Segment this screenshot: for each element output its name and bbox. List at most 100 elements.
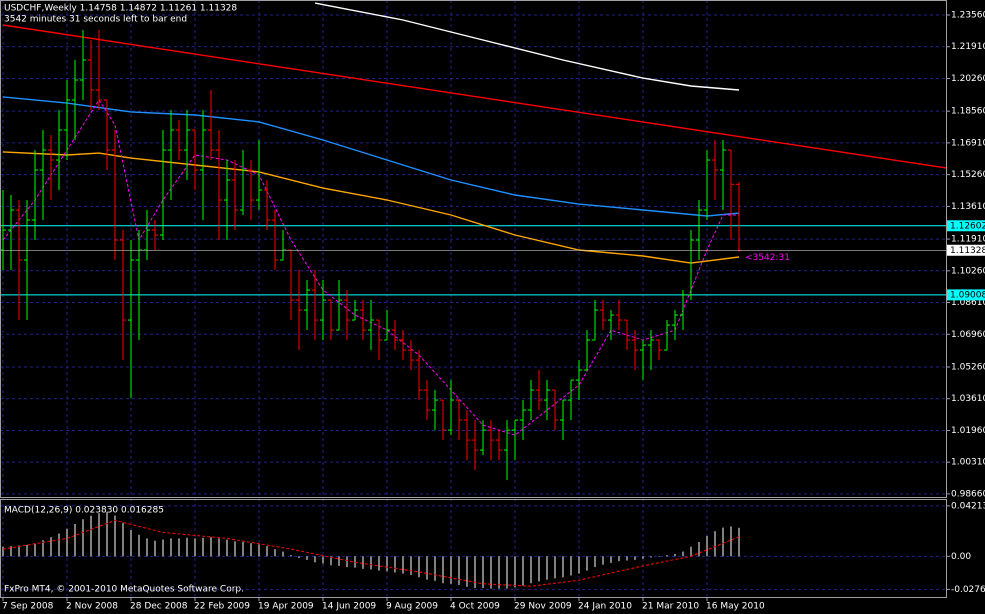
histogram-bar [714, 531, 716, 557]
histogram-bar [258, 544, 260, 557]
histogram-bar [226, 539, 228, 557]
histogram-bar [546, 556, 548, 580]
histogram-bar [250, 543, 252, 557]
histogram-bar [122, 522, 124, 557]
histogram-bar [10, 546, 12, 557]
price-label: 1.09008 [950, 290, 985, 300]
histogram-bar [738, 527, 740, 557]
histogram-bar [594, 556, 596, 568]
histogram-bar [154, 540, 156, 557]
histogram-bar [458, 556, 460, 586]
x-tick-label: 24 Jan 2010 [578, 602, 632, 612]
x-tick-label: 29 Nov 2009 [514, 602, 572, 612]
histogram-bar [130, 529, 132, 557]
histogram-bar [42, 540, 44, 557]
histogram-bar [242, 541, 244, 557]
y-tick-label: 1.03610 [951, 394, 985, 404]
x-tick-label: 16 May 2010 [706, 602, 765, 612]
x-tick-label: 4 Oct 2009 [450, 602, 500, 612]
histogram-bar [170, 538, 172, 557]
indicator-line [314, 2, 740, 91]
histogram-bar [314, 556, 316, 563]
chart-title: USDCHF,Weekly 1.14758 1.14872 1.11261 1.… [4, 4, 237, 14]
price-label: 1.12602 [950, 221, 985, 231]
y-tick-label: 1.10260 [951, 266, 985, 276]
bar-timer: <3542:31 [745, 253, 790, 263]
histogram-bar [642, 556, 644, 559]
y-tick-label: 1.00310 [951, 458, 985, 468]
histogram-bar [370, 556, 372, 570]
histogram-bar [666, 555, 668, 557]
macd-title: MACD(12,26,9) 0.023830 0.016285 [4, 506, 164, 516]
main-frame [0, 0, 947, 498]
histogram-bar [266, 546, 268, 557]
x-tick-label: 9 Aug 2009 [386, 602, 438, 612]
histogram-bar [442, 556, 444, 584]
histogram-bar [530, 556, 532, 584]
y-tick-label: 1.01960 [951, 426, 985, 436]
plot [0, 2, 948, 589]
y-tick-label: 1.16910 [951, 138, 985, 148]
histogram-bar [378, 556, 380, 571]
y-tick-label: 1.08610 [951, 298, 985, 308]
signal-line [2, 519, 740, 587]
price-label-box [947, 289, 985, 301]
histogram-bar [82, 519, 84, 557]
histogram-bar [362, 556, 364, 569]
histogram-bar [146, 538, 148, 557]
histogram-bar [210, 537, 212, 557]
price-label-box [947, 220, 985, 232]
histogram-bar [450, 556, 452, 584]
histogram-bar [506, 556, 508, 589]
histogram-bar [410, 556, 412, 575]
histogram-bar [434, 556, 436, 581]
histogram-bar [634, 556, 636, 560]
histogram-bar [706, 535, 708, 557]
y-tick-label: 1.05260 [951, 362, 985, 372]
histogram-bar [178, 538, 180, 557]
histogram-bar [18, 545, 20, 557]
histogram-bar [658, 556, 660, 557]
y-tick-label: 0.00 [951, 552, 971, 562]
histogram-bar [34, 543, 36, 557]
labels: USDCHF,Weekly 1.14758 1.14872 1.11261 1.… [2, 4, 985, 612]
chart-subtitle: 3542 minutes 31 seconds left to bar end [4, 15, 187, 25]
histogram-bar [338, 556, 340, 566]
histogram-bar [114, 515, 116, 557]
histogram-bar [394, 556, 396, 573]
histogram-bar [138, 534, 140, 557]
x-tick-label: 22 Feb 2009 [194, 602, 250, 612]
histogram-bar [50, 537, 52, 557]
histogram-bar [682, 551, 684, 557]
y-tick-label: 1.15260 [951, 170, 985, 180]
histogram-bar [570, 556, 572, 576]
histogram-bar [162, 539, 164, 557]
macd-frame [0, 499, 947, 598]
histogram-bar [202, 537, 204, 557]
y-tick-label: -0.027635 [951, 585, 985, 595]
price-label-box [947, 244, 985, 256]
histogram-bar [602, 556, 604, 565]
histogram-bar [426, 556, 428, 580]
y-tick-label: 0.98660 [951, 489, 985, 499]
histogram-bar [538, 556, 540, 582]
y-tick-label: 1.13610 [951, 202, 985, 212]
histogram-bar [674, 553, 676, 557]
histogram-bar [466, 556, 468, 587]
histogram-bar [26, 544, 28, 557]
histogram-bar [90, 515, 92, 557]
y-tick-label: 1.18560 [951, 107, 985, 117]
histogram-bar [498, 556, 500, 589]
indicator-line [2, 96, 740, 217]
histogram-bar [610, 556, 612, 563]
indicator-line [2, 24, 948, 169]
histogram-bar [386, 556, 388, 572]
y-tick-label: 0.042135 [951, 501, 985, 511]
histogram-bar [522, 556, 524, 586]
histogram-bar [418, 556, 420, 578]
current-price-label: 1.11328 [950, 246, 985, 256]
histogram-bar [562, 556, 564, 578]
histogram-bar [618, 556, 620, 562]
histogram-bar [274, 549, 276, 557]
